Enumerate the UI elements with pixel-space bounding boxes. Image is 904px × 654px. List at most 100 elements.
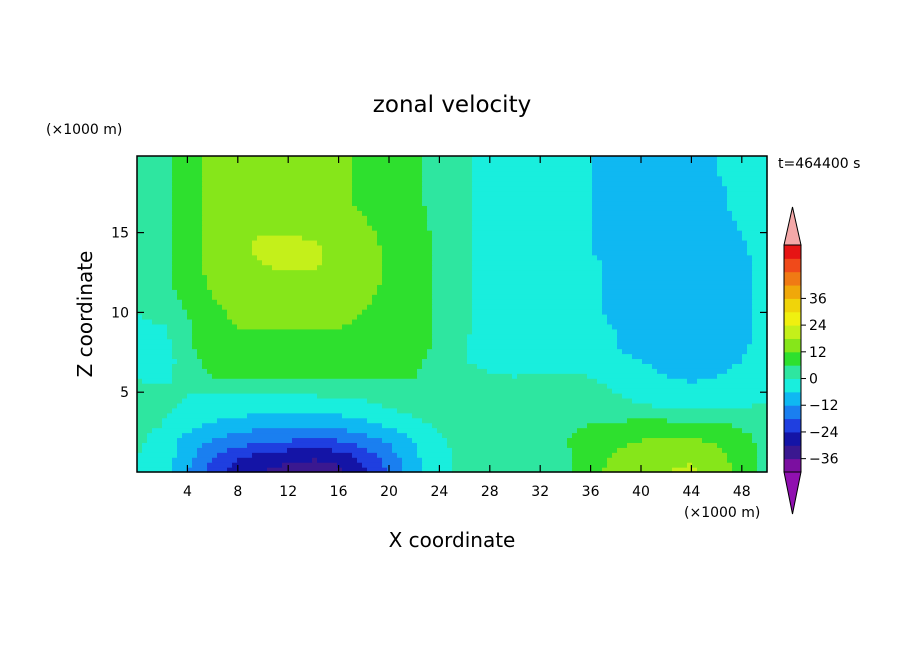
field-cell bbox=[427, 353, 468, 360]
field-cell bbox=[357, 314, 433, 320]
field-cell bbox=[432, 309, 473, 315]
field-cell bbox=[232, 462, 283, 468]
field-cell bbox=[472, 249, 593, 256]
field-cell bbox=[172, 210, 203, 216]
colorbar-swatch bbox=[784, 405, 801, 420]
field-cell bbox=[452, 467, 573, 473]
field-cell bbox=[202, 220, 368, 226]
field-cell bbox=[172, 200, 203, 206]
field-cell bbox=[652, 402, 753, 409]
field-cell bbox=[732, 467, 758, 473]
colorbar-swatch bbox=[784, 311, 801, 326]
field-cell bbox=[137, 407, 173, 414]
field-cell bbox=[207, 284, 378, 290]
field-cell bbox=[472, 274, 603, 281]
field-cell bbox=[202, 442, 248, 448]
field-cell bbox=[172, 239, 203, 246]
colorbar-tick-label: −24 bbox=[809, 425, 839, 441]
field-cell bbox=[172, 284, 208, 290]
field-cell bbox=[182, 299, 218, 305]
field-cell bbox=[442, 432, 573, 439]
field-cell bbox=[452, 457, 573, 463]
field-cell bbox=[137, 215, 173, 221]
field-cell bbox=[382, 457, 403, 463]
field-cell bbox=[352, 180, 423, 187]
field-cell bbox=[452, 462, 573, 468]
field-cell bbox=[397, 452, 418, 458]
field-cell bbox=[427, 220, 473, 226]
field-cell bbox=[417, 442, 448, 448]
field-cell bbox=[212, 289, 378, 295]
field-cell bbox=[357, 442, 393, 448]
field-cell bbox=[202, 239, 253, 246]
field-cell bbox=[367, 304, 433, 310]
field-cell bbox=[202, 422, 383, 429]
field-cell bbox=[432, 333, 468, 340]
field-cell bbox=[422, 363, 478, 369]
field-cell bbox=[172, 170, 203, 177]
field-cell bbox=[587, 422, 733, 429]
colorbar-swatch bbox=[784, 378, 801, 393]
field-cell bbox=[432, 244, 473, 251]
field-cell bbox=[472, 195, 593, 202]
field-cell bbox=[137, 170, 173, 177]
field-cell bbox=[592, 220, 738, 226]
time-label: t=464400 s bbox=[778, 156, 860, 172]
field-cell bbox=[717, 165, 768, 172]
field-cell bbox=[137, 200, 173, 206]
field-cell bbox=[757, 462, 768, 468]
field-cell bbox=[322, 244, 383, 251]
x-tick-label: 48 bbox=[733, 484, 751, 500]
field-cell bbox=[432, 338, 468, 345]
field-cell bbox=[137, 205, 173, 211]
field-cell bbox=[342, 323, 433, 330]
field-cell bbox=[137, 417, 163, 424]
field-cell bbox=[627, 417, 668, 424]
field-cell bbox=[602, 294, 753, 300]
field-cell bbox=[262, 259, 323, 266]
field-cell bbox=[227, 314, 358, 320]
field-cell bbox=[432, 274, 473, 281]
field-cell bbox=[432, 294, 473, 300]
field-cell bbox=[572, 447, 618, 453]
field-cell bbox=[137, 422, 163, 429]
field-cell bbox=[137, 358, 178, 364]
field-cell bbox=[137, 235, 173, 241]
field-cell bbox=[752, 402, 768, 409]
field-cell bbox=[177, 289, 213, 295]
field-cell bbox=[292, 437, 338, 443]
field-cell bbox=[172, 407, 398, 414]
field-cell bbox=[382, 269, 433, 276]
field-cell bbox=[667, 417, 768, 424]
field-cell bbox=[732, 363, 768, 369]
field-cell bbox=[732, 210, 768, 216]
field-cell bbox=[752, 437, 768, 443]
field-cell bbox=[752, 264, 768, 271]
colorbar: 36 24 12 0 −12 −24 −36 bbox=[783, 206, 839, 515]
colorbar-swatch bbox=[784, 245, 801, 259]
field-cell bbox=[352, 200, 423, 206]
field-cell bbox=[137, 274, 173, 281]
field-cell bbox=[137, 230, 173, 236]
field-cell bbox=[752, 432, 768, 439]
field-cell bbox=[422, 462, 453, 468]
field-cell bbox=[747, 343, 768, 350]
field-cell bbox=[227, 309, 363, 315]
field-cell bbox=[717, 373, 768, 379]
field-cell bbox=[197, 452, 218, 458]
field-cell bbox=[447, 442, 568, 448]
field-cell bbox=[727, 190, 768, 197]
field-cell bbox=[172, 338, 193, 345]
field-cell bbox=[187, 393, 318, 399]
colorbar-swatch bbox=[784, 351, 801, 366]
field-cell bbox=[137, 156, 173, 162]
field-cell bbox=[572, 462, 608, 468]
field-cell bbox=[472, 215, 593, 221]
field-cell bbox=[757, 447, 768, 453]
field-cell bbox=[592, 239, 748, 246]
field-cell bbox=[727, 457, 758, 463]
field-cell bbox=[172, 215, 203, 221]
colorbar-swatch bbox=[784, 325, 801, 339]
field-cell bbox=[472, 299, 603, 305]
field-cell bbox=[202, 259, 263, 266]
